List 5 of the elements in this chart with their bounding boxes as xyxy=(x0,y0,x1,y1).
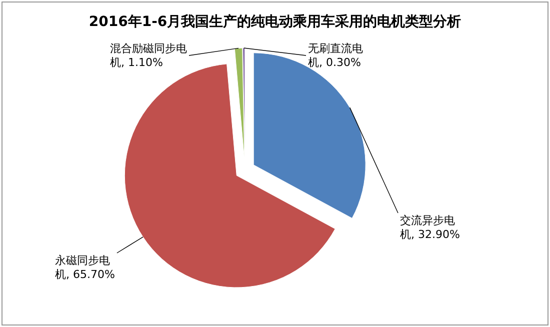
chart-title: 2016年1-6月我国生产的纯电动乘用车采用的电机类型分析 xyxy=(88,13,462,30)
slice-label: 永磁同步电机, 65.70% xyxy=(55,254,115,281)
slice-label: 交流异步电机, 32.90% xyxy=(400,214,460,241)
slice-label: 混合励磁同步电机, 1.10% xyxy=(110,42,187,69)
slice-label: 无刷直流电机, 0.30% xyxy=(308,42,363,69)
